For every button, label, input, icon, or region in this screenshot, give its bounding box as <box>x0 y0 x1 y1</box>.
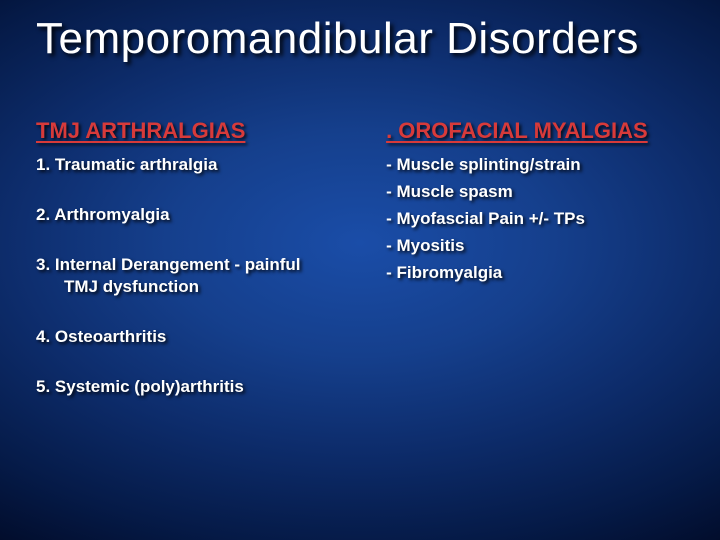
left-heading: TMJ ARTHRALGIAS <box>36 118 376 144</box>
right-item-2: - Muscle spasm <box>386 181 700 203</box>
slide: Temporomandibular Disorders TMJ ARTHRALG… <box>0 0 720 540</box>
left-item-5: 5. Systemic (poly)arthritis <box>36 376 376 398</box>
right-heading: . OROFACIAL MYALGIAS <box>386 118 700 144</box>
content-columns: TMJ ARTHRALGIAS 1. Traumatic arthralgia … <box>36 118 700 399</box>
left-column: TMJ ARTHRALGIAS 1. Traumatic arthralgia … <box>36 118 386 399</box>
right-item-5: - Fibromyalgia <box>386 262 700 284</box>
left-item-1: 1. Traumatic arthralgia <box>36 154 376 176</box>
right-item-1: - Muscle splinting/strain <box>386 154 700 176</box>
right-column: . OROFACIAL MYALGIAS - Muscle splinting/… <box>386 118 700 399</box>
slide-title: Temporomandibular Disorders <box>36 14 700 64</box>
left-item-3a: 3. Internal Derangement - painful <box>36 254 376 276</box>
left-item-2: 2. Arthromyalgia <box>36 204 376 226</box>
right-item-4: - Myositis <box>386 235 700 257</box>
left-item-4: 4. Osteoarthritis <box>36 326 376 348</box>
right-item-3: - Myofascial Pain +/- TPs <box>386 208 700 230</box>
left-item-3b: TMJ dysfunction <box>36 276 376 298</box>
